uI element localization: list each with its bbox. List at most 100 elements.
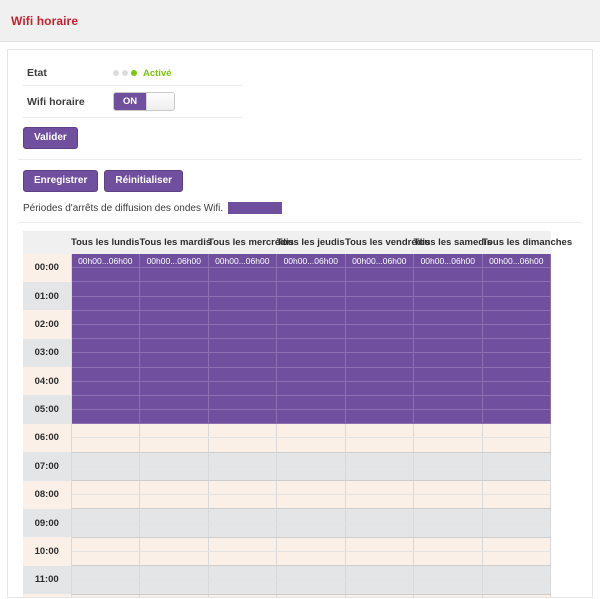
slot-cell[interactable] [345, 537, 414, 552]
slot-cell[interactable] [482, 423, 551, 439]
slot-cell[interactable] [71, 508, 140, 524]
slot-cell[interactable] [139, 494, 209, 510]
slot-cell[interactable] [413, 338, 483, 354]
slot-cell[interactable] [482, 437, 551, 453]
slot-cell[interactable] [482, 281, 551, 297]
slot-cell[interactable] [208, 267, 277, 283]
slot-cell[interactable] [413, 523, 483, 538]
slot-cell[interactable] [482, 523, 551, 538]
slot-cell[interactable] [482, 367, 551, 382]
slot-cell[interactable] [276, 466, 346, 482]
slot-cell[interactable] [208, 409, 277, 425]
slot-cell[interactable] [71, 367, 140, 382]
slot-cell[interactable] [71, 523, 140, 538]
slot-cell[interactable]: 00h00...06h00 [71, 254, 140, 269]
slot-cell[interactable] [413, 452, 483, 467]
slot-cell[interactable] [208, 551, 277, 567]
slot-cell[interactable] [208, 381, 277, 396]
slot-cell[interactable] [276, 338, 346, 354]
slot-cell[interactable] [276, 565, 346, 581]
slot-cell[interactable] [276, 523, 346, 538]
slot-cell[interactable] [71, 338, 140, 354]
slot-cell[interactable] [276, 296, 346, 311]
wifi-horaire-toggle[interactable]: ON [113, 92, 175, 111]
slot-cell[interactable] [482, 381, 551, 396]
slot-cell[interactable] [71, 281, 140, 297]
slot-cell[interactable] [482, 267, 551, 283]
slot-cell[interactable] [345, 296, 414, 311]
slot-cell[interactable] [71, 480, 140, 496]
slot-cell[interactable] [276, 551, 346, 567]
slot-cell[interactable] [208, 537, 277, 552]
slot-cell[interactable] [139, 579, 209, 595]
slot-cell[interactable] [413, 352, 483, 368]
slot-cell[interactable] [482, 594, 551, 597]
slot-cell[interactable] [413, 480, 483, 496]
slot-cell[interactable] [208, 523, 277, 538]
slot-cell[interactable] [208, 296, 277, 311]
slot-cell[interactable] [413, 551, 483, 567]
slot-cell[interactable] [413, 437, 483, 453]
slot-cell[interactable] [482, 324, 551, 340]
slot-cell[interactable] [413, 423, 483, 439]
slot-cell[interactable] [413, 267, 483, 283]
slot-cell[interactable] [413, 537, 483, 552]
slot-cell[interactable] [482, 565, 551, 581]
slot-cell[interactable] [71, 466, 140, 482]
slot-cell[interactable] [345, 466, 414, 482]
slot-cell[interactable] [139, 267, 209, 283]
slot-cell[interactable] [345, 480, 414, 496]
slot-cell[interactable] [345, 594, 414, 597]
slot-cell[interactable] [345, 310, 414, 325]
slot-cell[interactable] [71, 579, 140, 595]
slot-cell[interactable] [345, 494, 414, 510]
slot-cell[interactable] [413, 367, 483, 382]
slot-cell[interactable] [276, 537, 346, 552]
slot-cell[interactable] [345, 551, 414, 567]
slot-cell[interactable] [208, 565, 277, 581]
slot-cell[interactable] [482, 338, 551, 354]
slot-cell[interactable] [345, 352, 414, 368]
slot-cell[interactable] [71, 423, 140, 439]
slot-cell[interactable] [413, 381, 483, 396]
reinitialiser-button[interactable]: Réinitialiser [104, 170, 184, 192]
slot-cell[interactable] [482, 480, 551, 496]
slot-cell[interactable] [345, 437, 414, 453]
slot-cell[interactable] [413, 579, 483, 595]
slot-cell[interactable] [276, 267, 346, 283]
slot-cell[interactable] [71, 437, 140, 453]
slot-cell[interactable] [482, 579, 551, 595]
slot-cell[interactable] [482, 395, 551, 411]
slot-cell[interactable] [345, 423, 414, 439]
slot-cell[interactable] [71, 409, 140, 425]
slot-cell[interactable] [413, 494, 483, 510]
slot-cell[interactable]: 00h00...06h00 [413, 254, 483, 269]
slot-cell[interactable] [208, 395, 277, 411]
slot-cell[interactable] [345, 409, 414, 425]
schedule-grid-body[interactable]: 00:00 00h00...06h00 00h00...06h00 00h00...0… [23, 254, 551, 597]
slot-cell[interactable] [413, 594, 483, 597]
slot-cell[interactable] [276, 494, 346, 510]
slot-cell[interactable] [345, 281, 414, 297]
toggle-knob[interactable] [146, 93, 174, 110]
slot-cell[interactable] [139, 409, 209, 425]
slot-cell[interactable] [345, 324, 414, 340]
slot-cell[interactable] [71, 381, 140, 396]
slot-cell[interactable] [208, 494, 277, 510]
slot-cell[interactable] [139, 338, 209, 354]
slot-cell[interactable] [276, 508, 346, 524]
slot-cell[interactable] [413, 508, 483, 524]
slot-cell[interactable] [71, 267, 140, 283]
slot-cell[interactable]: 00h00...06h00 [345, 254, 414, 269]
slot-cell[interactable] [482, 466, 551, 482]
slot-cell[interactable] [71, 296, 140, 311]
slot-cell[interactable] [482, 310, 551, 325]
slot-cell[interactable] [345, 523, 414, 538]
slot-cell[interactable] [139, 537, 209, 552]
slot-cell[interactable] [139, 565, 209, 581]
slot-cell[interactable] [71, 310, 140, 325]
slot-cell[interactable] [276, 452, 346, 467]
slot-cell[interactable] [276, 367, 346, 382]
slot-cell[interactable] [276, 579, 346, 595]
slot-cell[interactable] [345, 381, 414, 396]
